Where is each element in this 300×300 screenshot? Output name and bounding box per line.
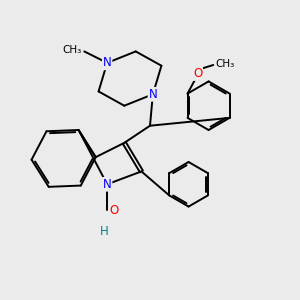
Text: H: H (100, 225, 109, 238)
Text: O: O (110, 203, 119, 217)
Text: CH₃: CH₃ (216, 58, 235, 69)
Text: CH₃: CH₃ (63, 45, 82, 55)
Text: N: N (148, 88, 157, 101)
Text: O: O (193, 67, 202, 80)
Text: N: N (103, 56, 112, 69)
Text: N: N (103, 178, 112, 191)
